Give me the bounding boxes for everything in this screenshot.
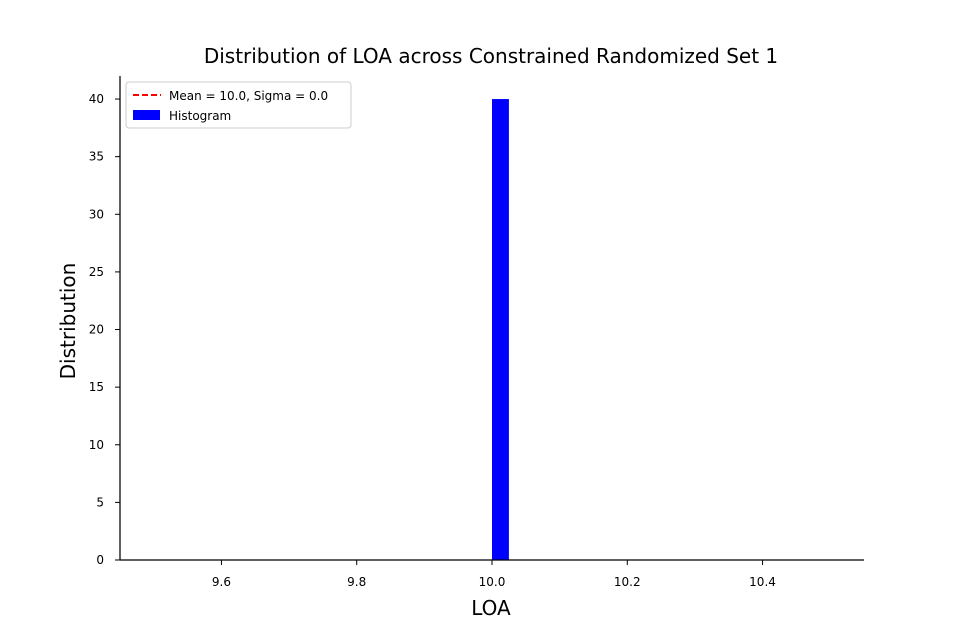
x-tick-label: 10.2 — [614, 575, 641, 589]
x-tick-label: 10.0 — [479, 575, 506, 589]
y-tick-label: 35 — [89, 150, 104, 164]
y-tick-label: 25 — [89, 265, 104, 279]
y-tick-label: 15 — [89, 380, 104, 394]
legend-label-histogram: Histogram — [169, 109, 231, 123]
y-tick-label: 30 — [89, 207, 104, 221]
x-axis-ticks: 9.6 9.8 10.0 10.2 10.4 — [212, 560, 776, 589]
legend-label-mean: Mean = 10.0, Sigma = 0.0 — [169, 89, 328, 103]
y-axis-label: Distribution — [56, 263, 80, 380]
legend-bar-swatch — [133, 110, 160, 120]
y-tick-label: 5 — [96, 495, 104, 509]
x-tick-label: 9.8 — [347, 575, 366, 589]
histogram-bars — [492, 99, 509, 561]
x-axis-label: LOA — [471, 596, 511, 620]
y-axis-ticks: 0 5 10 15 20 25 30 35 40 — [89, 92, 120, 567]
histogram-bar — [492, 99, 509, 561]
y-tick-label: 40 — [89, 92, 104, 106]
x-tick-label: 10.4 — [749, 575, 776, 589]
legend-frame — [125, 81, 352, 129]
y-tick-label: 10 — [89, 438, 104, 452]
legend: Mean = 10.0, Sigma = 0.0 Histogram — [125, 81, 352, 129]
x-tick-label: 9.6 — [212, 575, 231, 589]
y-tick-label: 20 — [89, 323, 104, 337]
y-tick-label: 0 — [96, 553, 104, 567]
chart-title: Distribution of LOA across Constrained R… — [204, 44, 778, 68]
